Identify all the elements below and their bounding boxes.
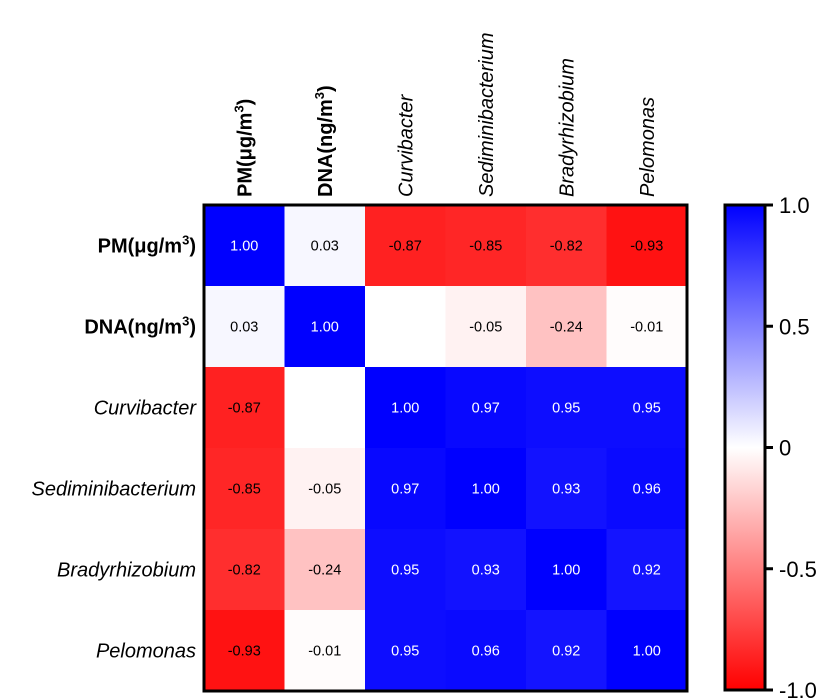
column-label: Pelomonas bbox=[637, 97, 659, 197]
cell-value-label: -0.85 bbox=[469, 239, 502, 255]
colorbar-gradient bbox=[723, 203, 767, 692]
heatmap-cell bbox=[284, 367, 366, 449]
cell-value-label: 0.97 bbox=[472, 401, 500, 417]
heatmap-cell bbox=[204, 286, 286, 368]
cell-value-label: 0.03 bbox=[311, 239, 339, 255]
column-label: Bradyrhizobium bbox=[556, 58, 578, 197]
heatmap-cell bbox=[204, 529, 286, 611]
cell-value-label: -0.01 bbox=[308, 644, 341, 660]
heatmap-cell bbox=[204, 367, 286, 449]
heatmap-cell bbox=[606, 367, 688, 449]
cell-value-label: -0.82 bbox=[228, 563, 261, 579]
row-label: Sediminibacterium bbox=[31, 479, 196, 501]
heatmap-cell bbox=[606, 205, 688, 287]
cell-value-label: 0.95 bbox=[391, 644, 419, 660]
heatmap-cell bbox=[526, 448, 608, 530]
heatmap-cell bbox=[284, 205, 366, 287]
cell-value-label: 0.96 bbox=[472, 644, 500, 660]
cell-value-label: -0.05 bbox=[308, 482, 341, 498]
cell-value-label: 0.93 bbox=[472, 563, 500, 579]
cell-value-label: -0.87 bbox=[228, 401, 261, 417]
row-labels: PM(μg/m3) DNA(ng/m3) Curvibacter Sediminiba… bbox=[31, 233, 197, 663]
cell-value-label: 0.93 bbox=[552, 482, 580, 498]
heatmap-cell bbox=[365, 529, 447, 611]
cell-value-label: 0.96 bbox=[633, 482, 661, 498]
column-labels: PM(μg/m3) DNA(ng/m3) Curvibacter Sediminiba… bbox=[231, 32, 659, 197]
column-label: Sediminibacterium bbox=[476, 32, 498, 197]
heatmap-cell bbox=[606, 448, 688, 530]
heatmap-cell bbox=[365, 205, 447, 287]
heatmap-cell bbox=[365, 610, 447, 692]
cell-value-label: -0.93 bbox=[630, 239, 663, 255]
cell-value-label: 0.95 bbox=[552, 401, 580, 417]
cell-value-label: -0.87 bbox=[389, 239, 422, 255]
cell-value-label: 0.92 bbox=[633, 563, 661, 579]
heatmap-cell bbox=[204, 610, 286, 692]
colorbar-tick-label: 1.0 bbox=[779, 193, 810, 218]
cell-value-label: 0.97 bbox=[391, 482, 419, 498]
heatmap-cell bbox=[606, 610, 688, 692]
heatmap-cell bbox=[606, 286, 688, 368]
colorbar-ticks: 1.0 0.5 0 -0.5 -1.0 bbox=[765, 193, 817, 698]
column-label: PM(μg/m3) bbox=[231, 99, 256, 197]
heatmap-cell bbox=[284, 529, 366, 611]
cell-value-label: 0.95 bbox=[633, 401, 661, 417]
heatmap-cell bbox=[445, 286, 527, 368]
heatmap-cell bbox=[365, 367, 447, 449]
cell-value-label: 0.95 bbox=[391, 563, 419, 579]
cell-value-label: -0.24 bbox=[550, 320, 583, 336]
row-label: Bradyrhizobium bbox=[57, 560, 196, 582]
row-label: Pelomonas bbox=[96, 641, 196, 663]
heatmap-cell bbox=[526, 205, 608, 287]
heatmap-border bbox=[202, 203, 689, 693]
cell-value-label: -0.85 bbox=[228, 482, 261, 498]
cell-value-label: 1.00 bbox=[552, 563, 580, 579]
heatmap-cell bbox=[284, 610, 366, 692]
heatmap-cell bbox=[204, 205, 286, 287]
column-label: DNA(ng/m3) bbox=[312, 85, 337, 197]
heatmap-cell bbox=[365, 448, 447, 530]
heatmap-cells: 1.00 0.03 -0.87 -0.85 -0.82 -0.93 0.03 1.00 -0.0… bbox=[204, 205, 688, 692]
heatmap-cell bbox=[606, 529, 688, 611]
colorbar-tick-label: -1.0 bbox=[779, 678, 817, 698]
heatmap-cell bbox=[445, 448, 527, 530]
heatmap-cell bbox=[445, 367, 527, 449]
cell-value-label: -0.24 bbox=[308, 563, 341, 579]
cell-value-label: 1.00 bbox=[230, 239, 258, 255]
heatmap-cell bbox=[284, 286, 366, 368]
column-label: Curvibacter bbox=[395, 93, 417, 197]
cell-value-label: -0.93 bbox=[228, 644, 261, 660]
heatmap-cell bbox=[445, 610, 527, 692]
cell-value-label: 1.00 bbox=[391, 401, 419, 417]
row-label: Curvibacter bbox=[94, 398, 198, 420]
heatmap-cell bbox=[365, 286, 447, 368]
cell-value-label: 0.03 bbox=[230, 320, 258, 336]
cell-value-label: -0.05 bbox=[469, 320, 502, 336]
heatmap-cell bbox=[526, 286, 608, 368]
colorbar: 1.0 0.5 0 -0.5 -1.0 bbox=[723, 193, 817, 698]
heatmap-cell bbox=[284, 448, 366, 530]
heatmap-cell bbox=[526, 610, 608, 692]
heatmap-cell bbox=[204, 448, 286, 530]
cell-value-label: 1.00 bbox=[472, 482, 500, 498]
colorbar-tick-label: 0.5 bbox=[779, 314, 810, 339]
cell-value-label: 1.00 bbox=[633, 644, 661, 660]
heatmap-cell bbox=[526, 367, 608, 449]
colorbar-tick-label: -0.5 bbox=[779, 557, 817, 582]
row-label: DNA(ng/m3) bbox=[84, 314, 196, 339]
heatmap-cell bbox=[445, 529, 527, 611]
cell-value-label: -0.01 bbox=[630, 320, 663, 336]
cell-value-label: -0.82 bbox=[550, 239, 583, 255]
cell-value-label: 0.92 bbox=[552, 644, 580, 660]
cell-value-label: 1.00 bbox=[311, 320, 339, 336]
heatmap-cell bbox=[445, 205, 527, 287]
heatmap-cell bbox=[526, 529, 608, 611]
colorbar-tick-label: 0 bbox=[779, 436, 791, 461]
row-label: PM(μg/m3) bbox=[98, 233, 196, 258]
